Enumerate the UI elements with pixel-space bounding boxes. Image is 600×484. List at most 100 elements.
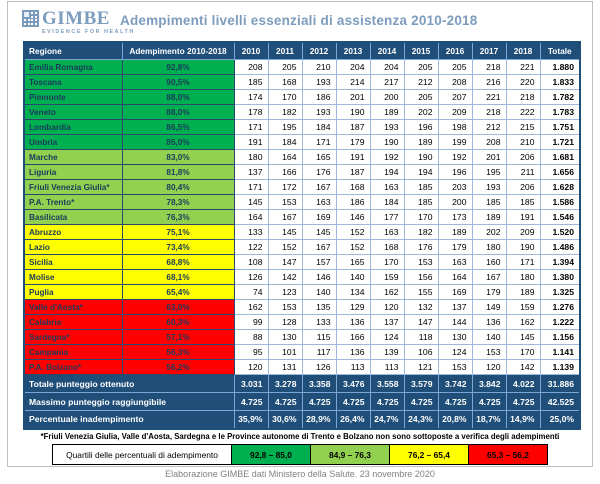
- year-value-cell: 194: [369, 164, 405, 180]
- column-header: 2010: [233, 41, 269, 60]
- year-value-cell: 189: [505, 284, 541, 300]
- year-value-cell: 190: [403, 149, 439, 165]
- total-cell: 1.222: [539, 314, 581, 330]
- year-value-cell: 206: [505, 179, 541, 195]
- total-cell: 1.486: [539, 239, 581, 255]
- summary-value-cell: 14,9%: [505, 410, 541, 429]
- adempimento-cell: 60,3%: [121, 314, 235, 330]
- year-value-cell: 194: [403, 164, 439, 180]
- year-value-cell: 126: [233, 269, 269, 285]
- year-value-cell: 167: [471, 269, 507, 285]
- year-value-cell: 139: [369, 344, 405, 360]
- summary-value-cell: 20,8%: [437, 410, 473, 429]
- total-cell: 1.276: [539, 299, 581, 315]
- year-value-cell: 218: [471, 59, 507, 75]
- year-value-cell: 108: [233, 254, 269, 270]
- year-value-cell: 163: [437, 254, 473, 270]
- year-value-cell: 170: [403, 209, 439, 225]
- year-value-cell: 177: [369, 209, 405, 225]
- figure-frame: GIMBE EVIDENCE FOR HEALTH Adempimenti li…: [7, 1, 593, 467]
- legend-bin: 92,8 – 85,0: [232, 444, 311, 465]
- year-value-cell: 167: [267, 209, 303, 225]
- year-value-cell: 202: [403, 104, 439, 120]
- region-cell: Calabria: [23, 314, 123, 330]
- adempimento-cell: 56,2%: [121, 359, 235, 375]
- year-value-cell: 146: [335, 209, 371, 225]
- year-value-cell: 152: [335, 239, 371, 255]
- year-value-cell: 147: [267, 254, 303, 270]
- year-value-cell: 117: [301, 344, 337, 360]
- region-cell: P.A. Trento*: [23, 194, 123, 210]
- summary-value-cell: 3.476: [335, 374, 371, 393]
- legend-bin: 65,3 – 56,2: [469, 444, 548, 465]
- adempimento-cell: 86,5%: [121, 119, 235, 135]
- year-value-cell: 132: [403, 299, 439, 315]
- region-cell: Piemonte: [23, 89, 123, 105]
- year-value-cell: 196: [403, 119, 439, 135]
- year-value-cell: 187: [335, 119, 371, 135]
- year-value-cell: 99: [233, 314, 269, 330]
- year-value-cell: 140: [471, 329, 507, 345]
- adempimento-cell: 90,5%: [121, 74, 235, 90]
- year-value-cell: 168: [369, 239, 405, 255]
- table-row: Campania 56,3% 95 101 117 136 139 106 124 153 170 1…: [23, 344, 581, 360]
- summary-value-cell: 18,7%: [471, 410, 507, 429]
- year-value-cell: 200: [437, 194, 473, 210]
- year-value-cell: 201: [335, 89, 371, 105]
- year-value-cell: 192: [437, 149, 473, 165]
- year-value-cell: 222: [505, 104, 541, 120]
- total-cell: 1.325: [539, 284, 581, 300]
- table-row: Marche 83,0% 180 164 165 191 192 190 192 201 206 1.…: [23, 149, 581, 165]
- year-value-cell: 176: [301, 164, 337, 180]
- year-value-cell: 208: [437, 74, 473, 90]
- region-cell: Emilia Romagna: [23, 59, 123, 75]
- table-row: Basilicata 76,3% 164 167 169 146 177 170 173 189 1…: [23, 209, 581, 225]
- year-value-cell: 195: [267, 119, 303, 135]
- year-value-cell: 208: [471, 134, 507, 150]
- year-value-cell: 147: [403, 314, 439, 330]
- year-value-cell: 113: [335, 359, 371, 375]
- total-cell: 1.380: [539, 269, 581, 285]
- summary-value-cell: 4.725: [335, 392, 371, 411]
- region-cell: Toscana: [23, 74, 123, 90]
- year-value-cell: 221: [505, 59, 541, 75]
- year-value-cell: 210: [301, 59, 337, 75]
- summary-value-cell: 3.579: [403, 374, 439, 393]
- column-header: Adempimento 2010-2018: [121, 41, 235, 60]
- year-value-cell: 170: [369, 254, 405, 270]
- year-value-cell: 142: [505, 359, 541, 375]
- year-value-cell: 101: [267, 344, 303, 360]
- table-row: Lombardia 86,5% 171 195 184 187 193 196 198 212 21…: [23, 119, 581, 135]
- year-value-cell: 207: [437, 89, 473, 105]
- summary-value-cell: 4.022: [505, 374, 541, 393]
- table-row: Abruzzo 75,1% 133 145 145 152 163 182 189 202 209 1…: [23, 224, 581, 240]
- adempimento-cell: 88,0%: [121, 89, 235, 105]
- table-row: Liguria 81,8% 137 166 176 187 194 194 196 195 211 1…: [23, 164, 581, 180]
- year-value-cell: 145: [267, 224, 303, 240]
- total-cell: 1.681: [539, 149, 581, 165]
- year-value-cell: 184: [301, 119, 337, 135]
- adempimento-cell: 65,4%: [121, 284, 235, 300]
- year-value-cell: 165: [335, 254, 371, 270]
- adempimento-cell: 56,3%: [121, 344, 235, 360]
- year-value-cell: 185: [233, 74, 269, 90]
- summary-value-cell: 3.742: [437, 374, 473, 393]
- year-value-cell: 130: [267, 329, 303, 345]
- year-value-cell: 205: [403, 59, 439, 75]
- year-value-cell: 160: [471, 254, 507, 270]
- table-header: Regione Adempimento 2010-2018 2010 2011 2012…: [23, 41, 581, 60]
- table-row: P.A. Bolzano* 56,2% 120 131 126 113 113 121 153 1…: [23, 359, 581, 375]
- total-cell: 1.656: [539, 164, 581, 180]
- summary-value-cell: 4.725: [437, 392, 473, 411]
- year-value-cell: 167: [301, 239, 337, 255]
- year-value-cell: 184: [369, 194, 405, 210]
- summary-value-cell: 3.842: [471, 374, 507, 393]
- table-row: Lazio 73,4% 122 152 167 152 168 176 179 180 190 1.4…: [23, 239, 581, 255]
- summary-total-cell: 31.886: [539, 374, 581, 393]
- region-cell: Campania: [23, 344, 123, 360]
- year-value-cell: 203: [437, 179, 473, 195]
- year-value-cell: 220: [505, 74, 541, 90]
- region-cell: Sardegna*: [23, 329, 123, 345]
- year-value-cell: 152: [335, 224, 371, 240]
- year-value-cell: 163: [369, 179, 405, 195]
